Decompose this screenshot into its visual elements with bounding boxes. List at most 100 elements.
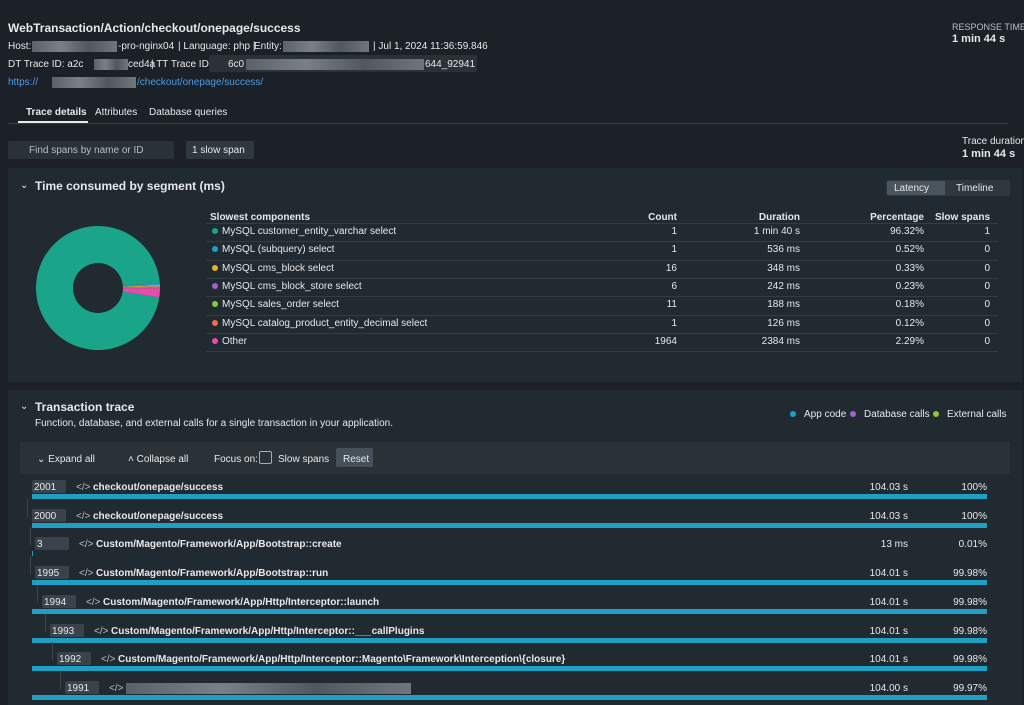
legend-item: App code — [790, 409, 846, 420]
legend-dot — [212, 320, 218, 326]
count: 1993 — [52, 626, 74, 637]
code-icon: </> — [79, 568, 93, 579]
focus-on: Focus on: — [214, 454, 258, 465]
component: MySQL cms_block select — [212, 263, 334, 274]
component: MySQL sales_order select — [212, 299, 339, 310]
count: 1 — [671, 318, 677, 329]
count: 3 — [37, 539, 43, 550]
legend-dot — [790, 411, 796, 417]
duration: 104.03 s — [870, 482, 908, 493]
tree-line — [60, 671, 61, 689]
expand-all[interactable]: ⌄ Expand all — [37, 454, 95, 465]
slow-spans: 0 — [984, 336, 990, 347]
legend-dot — [933, 411, 939, 417]
collapse-all[interactable]: ˄ Collapse all — [128, 454, 188, 465]
legend-dot — [212, 283, 218, 289]
duration: 242 ms — [767, 281, 800, 292]
column-header: Slow spans — [935, 212, 990, 223]
span-bar — [32, 494, 987, 499]
legend-dot — [212, 338, 218, 344]
chevron[interactable]: ⌄ — [20, 401, 28, 412]
column-header: Count — [648, 212, 677, 223]
percent: 100% — [961, 511, 987, 522]
span-bar — [32, 695, 987, 700]
legend-label: App code — [804, 409, 846, 420]
span-name[interactable]: checkout/onepage/success — [93, 482, 223, 493]
component-name: MySQL customer_entity_varchar select — [222, 226, 396, 237]
duration: 104.00 s — [870, 683, 908, 694]
count: 1992 — [59, 654, 81, 665]
component-name: MySQL cms_block_store select — [222, 281, 362, 292]
duration: 104.01 s — [870, 626, 908, 637]
redacted — [126, 683, 411, 694]
tab[interactable]: Attributes — [95, 107, 137, 118]
trace-title: Transaction trace — [35, 400, 134, 414]
trace-subtitle: Function, database, and external calls f… — [35, 418, 393, 429]
percent: 100% — [961, 482, 987, 493]
span-name[interactable]: checkout/onepage/success — [93, 511, 223, 522]
legend-label: Database calls — [864, 409, 930, 420]
row-rule — [206, 260, 998, 261]
duration: 104.01 s — [870, 654, 908, 665]
legend-dot — [212, 228, 218, 234]
percentage: 0.52% — [896, 244, 924, 255]
span-bar — [32, 609, 987, 614]
span-name[interactable]: Custom/Magento/Framework/App/Http/Interc… — [118, 654, 565, 665]
slow-spans: 0 — [984, 299, 990, 310]
span-bar — [32, 580, 987, 585]
component-name: MySQL (subquery) select — [222, 244, 334, 255]
span-bar — [32, 666, 987, 671]
span-name[interactable]: Custom/Magento/Framework/App/Bootstrap::… — [96, 539, 342, 550]
count: 6 — [671, 281, 677, 292]
duration: 2384 ms — [762, 336, 800, 347]
percent: 99.98% — [953, 626, 987, 637]
row-rule — [206, 278, 998, 279]
row-rule — [206, 315, 998, 316]
span-bar — [32, 523, 987, 528]
duration: 104.03 s — [870, 511, 908, 522]
row-rule — [206, 333, 998, 334]
column-header: Duration — [759, 212, 800, 223]
percent: 99.98% — [953, 568, 987, 579]
percent: 0.01% — [959, 539, 987, 550]
count: 1 — [671, 226, 677, 237]
span-name[interactable]: Custom/Magento/Framework/App/Http/Interc… — [111, 626, 424, 637]
legend-item: External calls — [933, 409, 1006, 420]
component-name: MySQL catalog_product_entity_decimal sel… — [222, 318, 427, 329]
reset: Reset — [343, 454, 369, 465]
tree-line — [45, 614, 46, 632]
component-name: MySQL sales_order select — [222, 299, 339, 310]
column-header: Slowest components — [210, 212, 310, 223]
tab[interactable]: Database queries — [149, 107, 227, 118]
span-name[interactable]: Custom/Magento/Framework/App/Http/Interc… — [103, 597, 379, 608]
legend-item: Database calls — [850, 409, 930, 420]
tab[interactable]: Trace details — [26, 107, 87, 118]
code-icon: </> — [86, 597, 100, 608]
duration: 126 ms — [767, 318, 800, 329]
tree-line — [27, 499, 28, 517]
count: 1 — [671, 244, 677, 255]
span-bar — [32, 638, 987, 643]
span-name[interactable]: Custom/Magento/Framework/App/Bootstrap::… — [96, 568, 328, 579]
checkbox[interactable] — [259, 451, 272, 464]
percentage: 0.18% — [896, 299, 924, 310]
code-icon: </> — [94, 626, 108, 637]
legend-label: External calls — [947, 409, 1006, 420]
duration: 104.01 s — [870, 568, 908, 579]
row-rule — [206, 223, 998, 224]
code-icon: </> — [101, 654, 115, 665]
percentage: 2.29% — [896, 336, 924, 347]
count: 16 — [666, 263, 677, 274]
component: MySQL catalog_product_entity_decimal sel… — [212, 318, 427, 329]
count: 1964 — [655, 336, 677, 347]
count: 1994 — [44, 597, 66, 608]
duration: 536 ms — [767, 244, 800, 255]
tree-line — [30, 527, 31, 545]
slow-spans: 0 — [984, 281, 990, 292]
percentage: 0.12% — [896, 318, 924, 329]
component: Other — [212, 336, 247, 347]
percent: 99.98% — [953, 597, 987, 608]
duration: 1 min 40 s — [754, 226, 800, 237]
slow-spans: 0 — [984, 244, 990, 255]
